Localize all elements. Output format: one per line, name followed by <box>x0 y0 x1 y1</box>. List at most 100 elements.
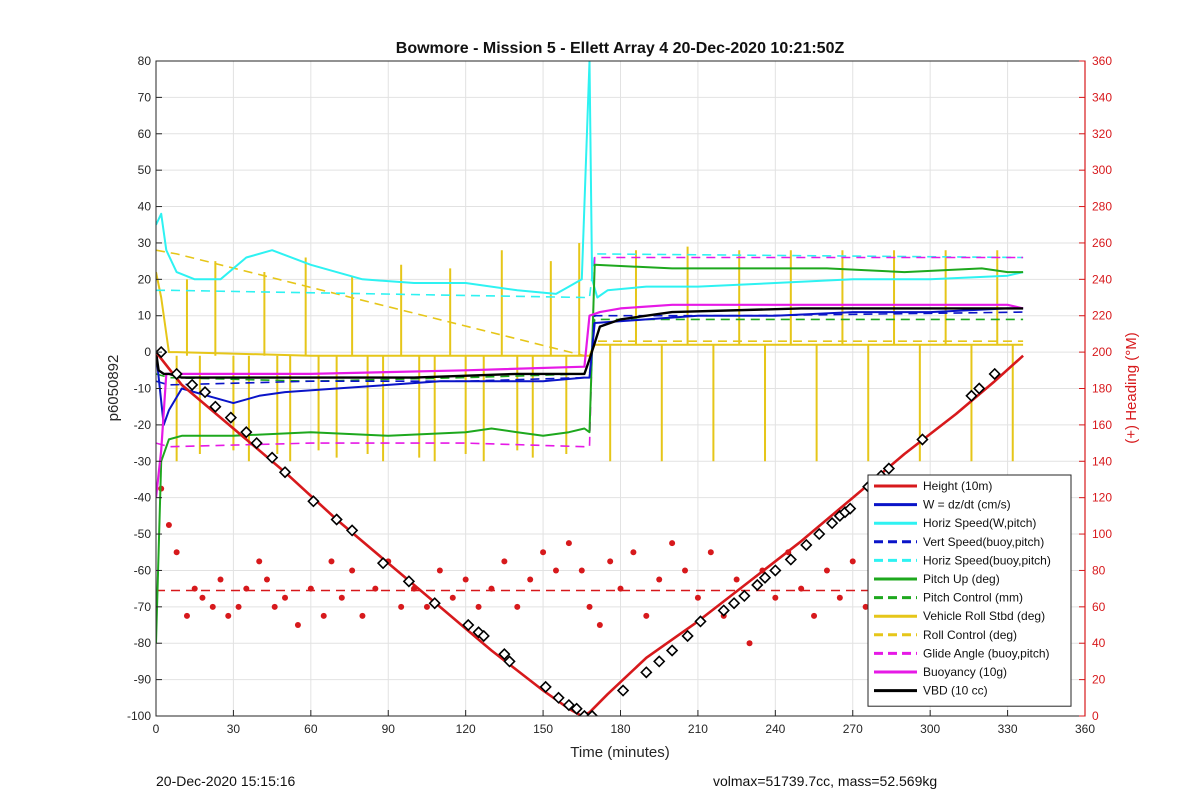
legend-label: Horiz Speed(buoy,pitch) <box>923 553 1051 567</box>
y-right-tick-label: 320 <box>1092 127 1112 141</box>
legend-label: Vehicle Roll Stbd (deg) <box>923 609 1045 623</box>
footer-timestamp: 20-Dec-2020 15:15:16 <box>156 773 296 789</box>
series-height-markers-point <box>539 680 552 694</box>
series-heading-point <box>862 603 869 610</box>
legend-label: W = dz/dt (cm/s) <box>923 498 1011 512</box>
series-height-markers-point <box>916 433 929 446</box>
x-tick-label: 180 <box>610 722 630 736</box>
series-height-markers-point <box>240 426 253 439</box>
y-right-tick-label: 360 <box>1092 54 1112 68</box>
series-height-markers-point <box>616 684 630 697</box>
series-height-markers-point <box>665 644 679 657</box>
series-heading-point <box>565 540 572 547</box>
series-heading-point <box>338 594 345 601</box>
y-right-tick-label: 300 <box>1092 163 1112 177</box>
series-heading-point <box>225 612 232 619</box>
series-glide-angle <box>156 256 1024 448</box>
series-roll <box>156 271 1024 357</box>
x-tick-label: 210 <box>688 722 708 736</box>
series-height-markers-point <box>477 629 490 643</box>
series-height-markers-point <box>278 466 292 479</box>
y-tick-label: 60 <box>138 127 152 141</box>
y-tick-label: 0 <box>144 345 151 359</box>
series-heading-point <box>596 622 603 629</box>
series-height-markers-point <box>250 436 263 450</box>
y-right-tick-label: 120 <box>1092 491 1112 505</box>
series-height-markers-point <box>265 451 279 464</box>
series-height-markers-point <box>800 538 813 552</box>
legend-label: Vert Speed(buoy,pitch) <box>923 535 1044 549</box>
series-vert-speed <box>156 311 1024 386</box>
series-height-markers-point <box>585 709 599 716</box>
series-height-markers-point <box>784 553 797 566</box>
series-height-markers-point <box>307 495 320 508</box>
legend-label: Roll Control (deg) <box>923 628 1017 642</box>
series-heading-point <box>514 603 521 610</box>
y-tick-label: -60 <box>134 563 152 577</box>
y-right-tick-label: 240 <box>1092 272 1112 286</box>
axes: 0 30 60 90 120 150 180 210 240 270 300 330 360807060… <box>127 54 1112 736</box>
series-height-markers-point <box>653 655 666 668</box>
y-tick-label: -70 <box>134 600 152 614</box>
series-heading-point <box>552 567 559 574</box>
x-tick-label: 240 <box>765 722 785 736</box>
y-tick-label: 30 <box>138 236 152 250</box>
series-heading-point <box>209 603 216 610</box>
series-heading-point <box>643 612 650 619</box>
y-right-tick-label: 0 <box>1092 709 1099 723</box>
series-heading-point <box>694 594 701 601</box>
x-tick-label: 150 <box>533 722 553 736</box>
series-heading-point <box>294 622 301 629</box>
series-height-markers-point <box>570 702 583 715</box>
legend-label: VBD (10 cc) <box>923 684 988 698</box>
y-right-tick-label: 180 <box>1092 382 1112 396</box>
x-tick-label: 60 <box>304 722 318 736</box>
series-height-markers-point <box>209 400 222 413</box>
series-height-markers-point <box>751 578 764 592</box>
series-heading-point <box>398 603 405 610</box>
series-height-markers-point <box>503 655 516 668</box>
series-heading-point <box>349 567 356 574</box>
y-tick-label: 40 <box>138 200 152 214</box>
y-right-tick-label: 20 <box>1092 673 1106 687</box>
series-horiz-speed <box>156 61 1024 299</box>
series-heading-point <box>165 521 172 528</box>
y-tick-label: 70 <box>138 90 152 104</box>
y-right-tick-label: 40 <box>1092 636 1106 650</box>
series-heading-point <box>449 594 456 601</box>
series-height-markers-point <box>462 618 475 632</box>
series-height-markers-point <box>345 524 359 537</box>
series-heading-point <box>586 603 593 610</box>
series-heading-point <box>328 558 335 565</box>
series-height-markers-point <box>640 666 653 679</box>
series-height-markers-point <box>376 557 390 570</box>
series-height-markers-point <box>562 698 576 712</box>
series-heading-point <box>271 603 278 610</box>
x-tick-label: 90 <box>382 722 396 736</box>
y-tick-label: -80 <box>134 636 152 650</box>
series-heading-point <box>669 540 676 547</box>
series-heading-point <box>263 576 270 583</box>
series-heading-point <box>746 640 753 647</box>
y-tick-label: -10 <box>134 382 152 396</box>
series-height-markers-point <box>330 513 343 526</box>
y-axis-label: p6050892 <box>105 355 122 422</box>
y-right-tick-label: 160 <box>1092 418 1112 432</box>
series-heading-point <box>849 558 856 565</box>
y-tick-label: -30 <box>134 454 152 468</box>
legend-label: Glide Angle (buoy,pitch) <box>923 646 1050 660</box>
series-heading-point <box>217 576 224 583</box>
series-height-markers-point <box>965 389 978 402</box>
series-pitch-up <box>156 263 1024 644</box>
y-right-tick-label: 340 <box>1092 90 1112 104</box>
y-right-tick-label: 200 <box>1092 345 1112 359</box>
y-tick-label: -100 <box>127 709 151 723</box>
legend-label: Buoyancy (10g) <box>923 665 1007 679</box>
x-tick-label: 300 <box>920 722 940 736</box>
y-axis-label-right: (+) Heading (°M) <box>1123 332 1140 443</box>
series-height-markers-point <box>973 382 986 395</box>
series-heading-point <box>836 594 843 601</box>
series-heading-point <box>540 549 547 556</box>
x-tick-label: 120 <box>456 722 476 736</box>
series-heading-point <box>235 603 242 610</box>
